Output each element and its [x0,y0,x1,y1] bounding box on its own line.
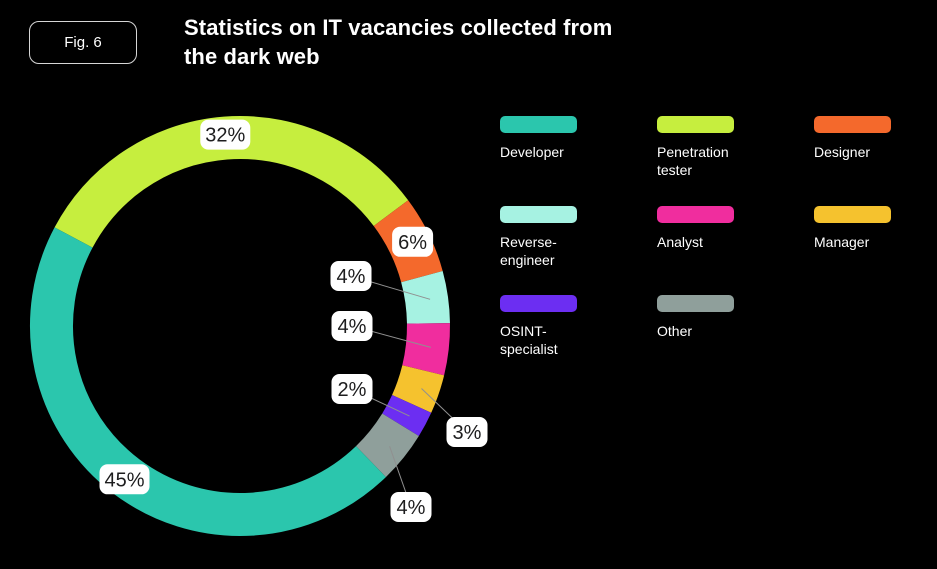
legend-item-other: Other [657,295,814,385]
figure-title: Statistics on IT vacancies collected fro… [184,15,613,69]
legend-swatch-penetration-tester [657,116,734,133]
donut-label-osint-specialist: 2% [331,374,373,404]
donut-segment-analyst [402,323,450,376]
donut-label-analyst: 4% [331,311,373,341]
legend-swatch-developer [500,116,577,133]
donut-label-text: 4% [337,266,366,288]
legend-swatch-manager [814,205,891,223]
legend-label: Developer [500,144,564,160]
donut-label-manager: 3% [446,417,488,447]
figure-badge-label: Fig. 6 [64,34,102,51]
donut-label-text: 3% [453,422,482,444]
donut-label-text: 45% [104,469,144,491]
legend-swatch-analyst [657,205,734,223]
legend-label: Analyst [657,233,703,250]
legend-item-osint-specialist: OSINT-specialist [500,295,657,385]
legend-swatch-reverse-engineer [500,205,577,223]
donut-segment-other [355,413,419,478]
legend-label: Penetration tester [657,144,729,178]
donut-label-other: 4% [390,492,432,522]
donut-label-designer: 6% [392,226,434,257]
donut-label-text: 32% [205,125,245,147]
donut-label-text: 6% [398,232,427,254]
donut-segment-penetration-tester [54,116,409,248]
donut-label-developer: 45% [99,464,150,495]
legend-item-reverse-engineer: Reverse-engineer [500,205,657,296]
donut-label-reverse-engineer: 4% [330,261,372,291]
legend-label: Reverse-engineer [500,233,557,268]
legend-item-designer: Designer [814,116,937,206]
chart-legend: Developer Penetration tester Designer Rever… [500,116,937,385]
donut-segment-developer [29,227,386,536]
legend-item-penetration-tester: Penetration tester [657,116,814,206]
donut-label-text: 4% [338,316,367,338]
legend-item-developer: Developer [500,116,657,206]
donut-segment-reverse-engineer [401,270,450,325]
legend-label: Manager [814,233,870,250]
donut-segment-manager [391,364,445,413]
donut-labels: 32% 6% 4% 4% 3% 2% 4% 45% [99,119,488,522]
legend-swatch-osint-specialist [500,295,577,312]
legend-swatch-designer [814,116,891,133]
legend-swatch-other [657,295,734,312]
legend-label: Other [657,323,693,339]
donut-label-penetration-tester: 32% [200,119,251,150]
figure-badge: Fig. 6 [29,21,137,64]
legend-label: Designer [814,144,871,160]
legend-label: OSINT-specialist [500,323,558,357]
legend-item-manager: Manager [814,205,937,296]
donut-label-text: 2% [338,379,367,401]
donut-label-text: 4% [397,497,426,519]
legend-item-analyst: Analyst [657,205,814,296]
